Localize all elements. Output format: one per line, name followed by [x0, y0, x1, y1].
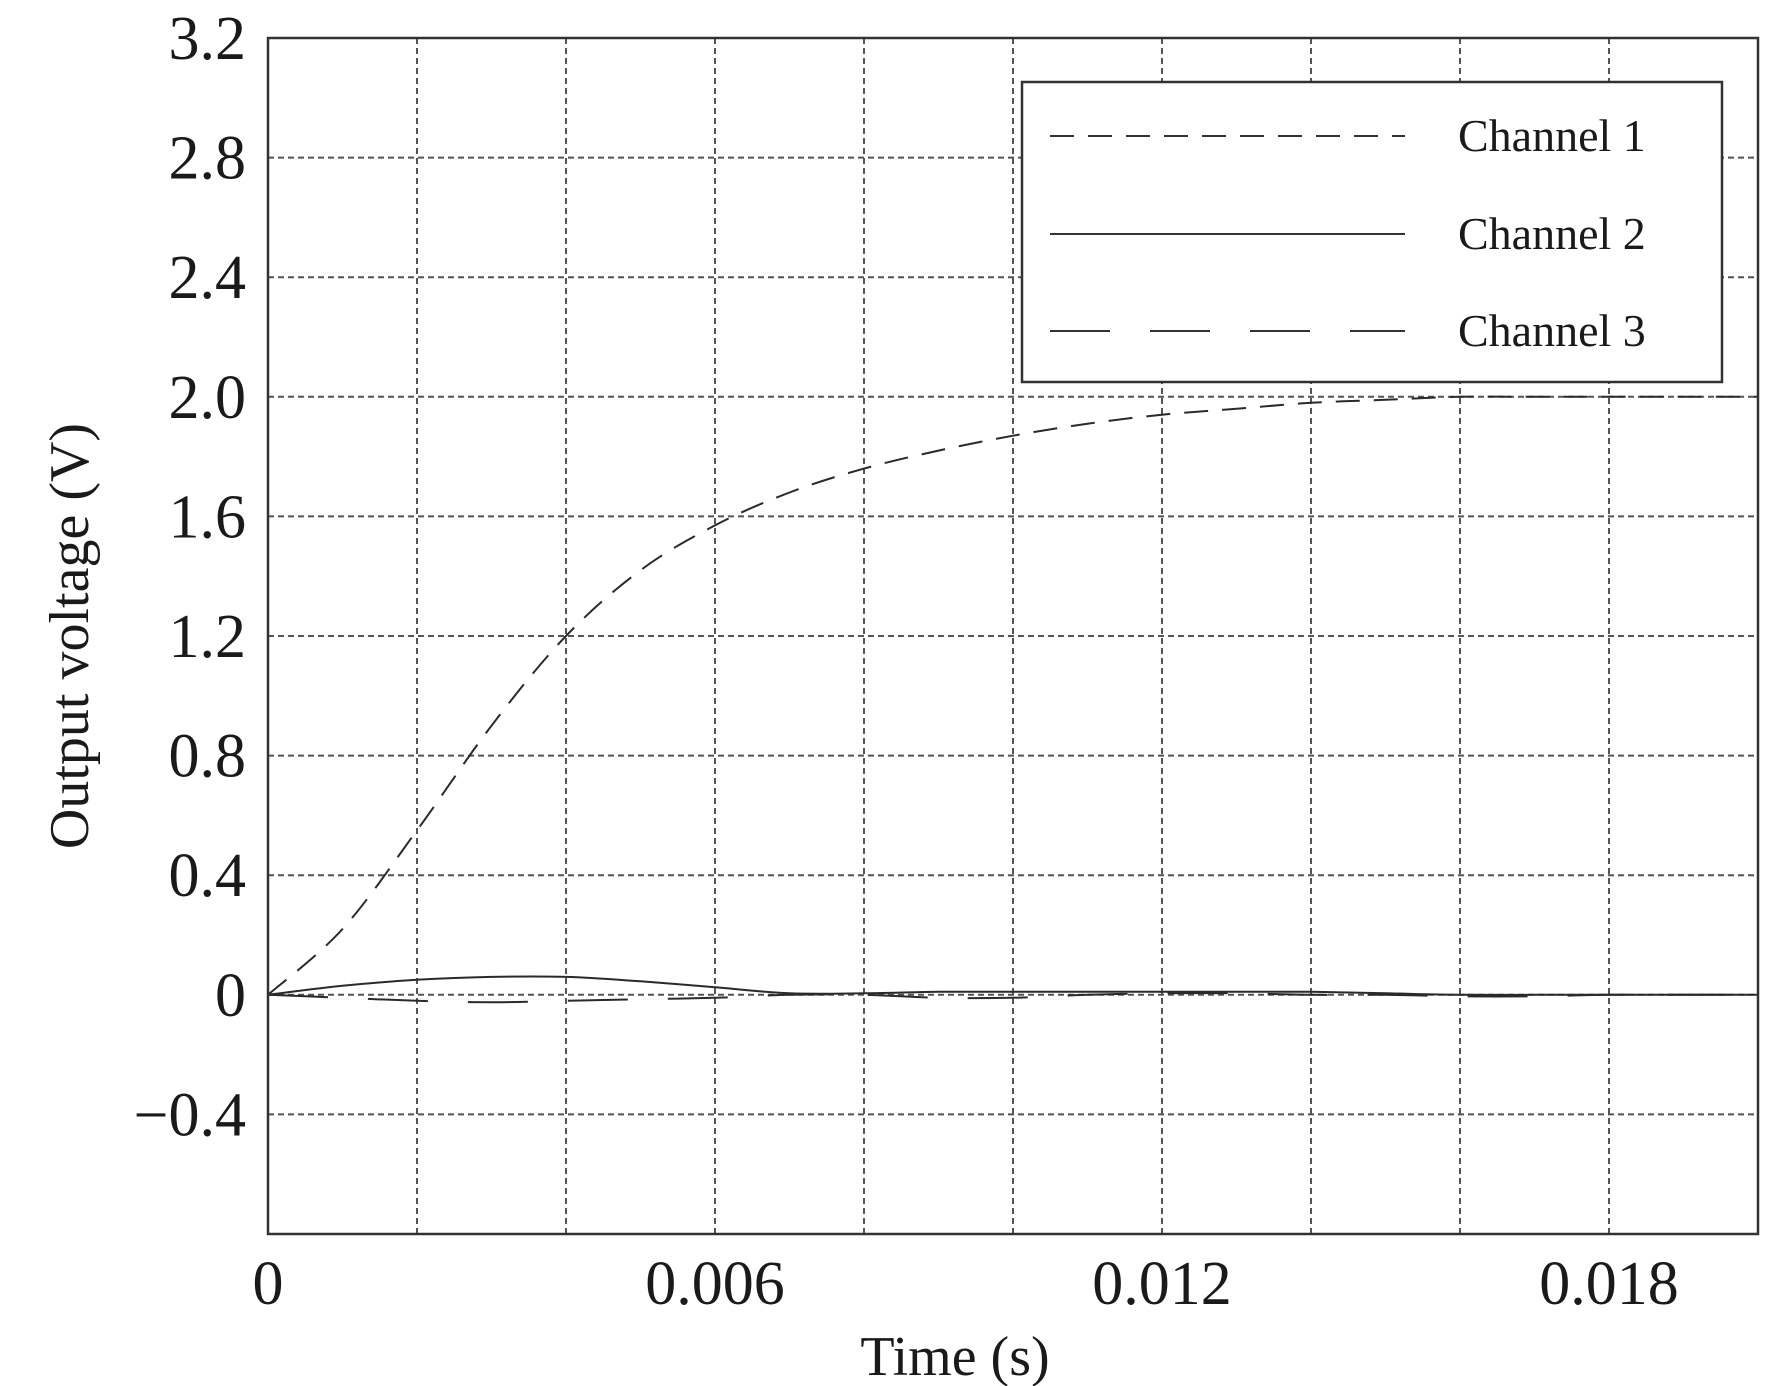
series-line-channel-3 [267, 992, 1758, 1004]
x-tick-label: 0.012 [1092, 1250, 1232, 1318]
series-line-channel-2 [267, 975, 1758, 996]
legend-label-channel-1: Channel 1 [1458, 110, 1646, 161]
y-tick-label: 1.6 [169, 483, 247, 551]
y-axis-title: Output voltage (V) [39, 423, 101, 849]
y-tick-label: 2.8 [169, 125, 247, 193]
x-tick-labels: 0 0.006 0.012 0.018 [253, 1250, 1679, 1318]
y-tick-label: 0 [215, 962, 246, 1030]
y-tick-label: 0.4 [169, 842, 247, 910]
legend-label-channel-2: Channel 2 [1458, 208, 1646, 259]
plot-frame [266, 36, 1760, 1236]
y-tick-label: 1.2 [169, 603, 247, 671]
y-tick-label: 2.0 [169, 364, 247, 432]
x-axis-title: Time (s) [860, 1326, 1049, 1386]
series-line-channel-1 [267, 395, 1758, 996]
y-tick-label: 3.2 [169, 5, 247, 73]
legend: Channel 1 Channel 2 Channel 3 [1020, 80, 1724, 384]
y-tick-labels: −0.4 0 0.4 0.8 1.2 1.6 2.0 2.4 2.8 3.2 [134, 5, 246, 1149]
y-tick-label: 2.4 [169, 244, 247, 312]
series-lines [267, 395, 1758, 1004]
y-tick-label: −0.4 [134, 1081, 246, 1149]
y-tick-label: 0.8 [169, 723, 247, 791]
x-tick-label: 0 [253, 1250, 284, 1318]
legend-label-channel-3: Channel 3 [1458, 305, 1646, 356]
x-tick-label: 0.006 [645, 1250, 785, 1318]
x-tick-label: 0.018 [1539, 1250, 1679, 1318]
